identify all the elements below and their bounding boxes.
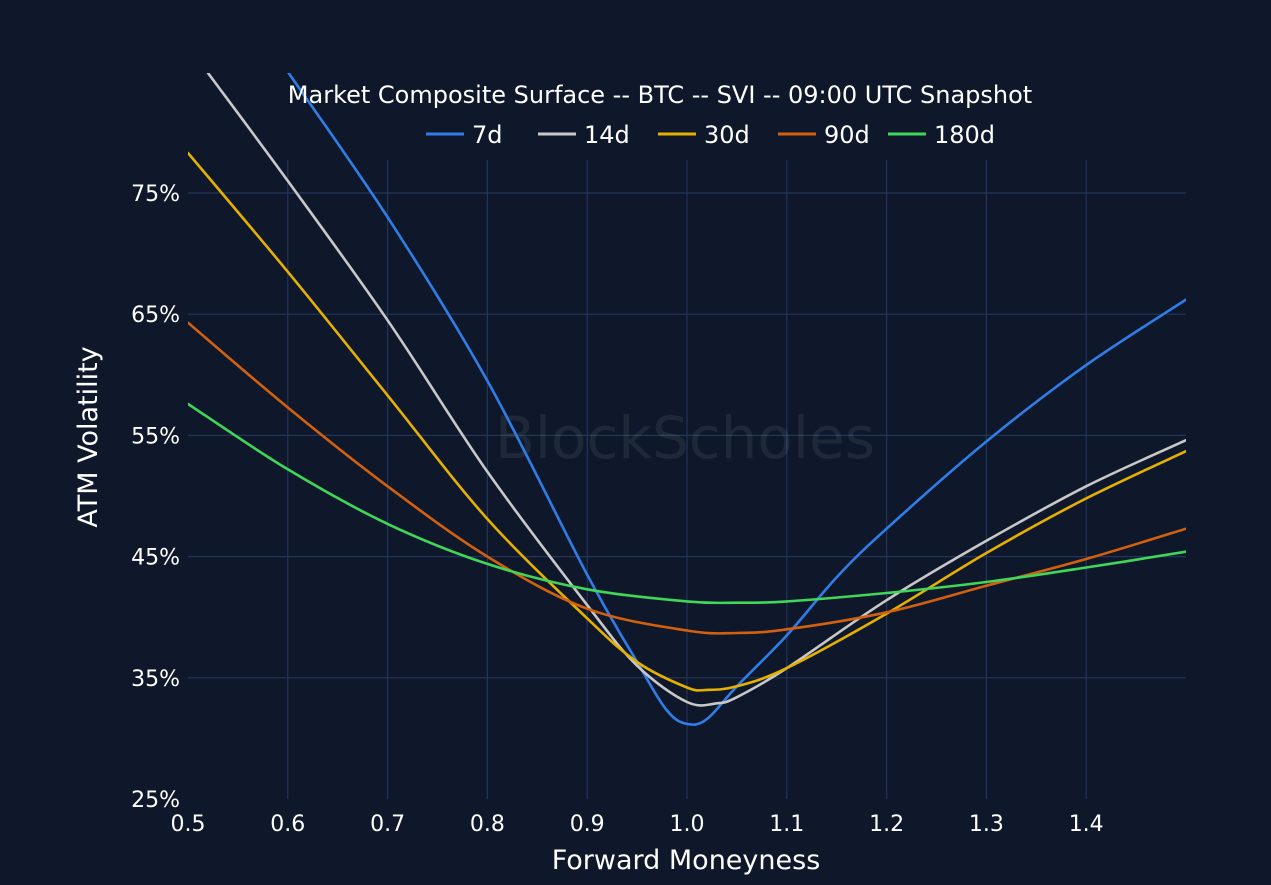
y-tick-label: 55% (131, 424, 180, 449)
x-tick-label: 0.8 (470, 812, 505, 837)
x-tick-label: 0.9 (570, 812, 605, 837)
y-tick-label: 65% (131, 303, 180, 328)
x-tick-label: 1.0 (670, 812, 705, 837)
series-line-30d (188, 151, 1186, 692)
series-lines (188, 73, 1186, 726)
y-tick-label: 45% (131, 546, 180, 571)
chart-title: Market Composite Surface -- BTC -- SVI -… (288, 81, 1032, 109)
x-axis-ticks: 0.5 0.6 0.7 0.8 0.9 1.0 1.1 1.2 1.3 1.4 (171, 812, 1104, 837)
x-tick-label: 0.6 (270, 812, 305, 837)
legend-label-90d: 90d (824, 121, 870, 149)
grid (188, 160, 1186, 799)
y-axis-ticks: 25% 35% 45% 55% 65% 75% (131, 182, 180, 813)
y-tick-label: 35% (131, 667, 180, 692)
watermark: BlockScholes (495, 404, 875, 472)
series-line-14d (206, 73, 1186, 707)
x-tick-label: 1.1 (769, 812, 804, 837)
x-tick-label: 1.3 (969, 812, 1004, 837)
series-line-7d (287, 73, 1186, 726)
legend-label-180d: 180d (934, 121, 995, 149)
legend-label-30d: 30d (704, 121, 750, 149)
x-tick-label: 0.5 (171, 812, 206, 837)
x-tick-label: 1.4 (1069, 812, 1104, 837)
series-line-180d (188, 402, 1186, 605)
x-tick-label: 1.2 (869, 812, 904, 837)
y-tick-label: 75% (131, 182, 180, 207)
x-axis-title: Forward Moneyness (552, 845, 821, 876)
series-line-90d (188, 321, 1186, 635)
y-tick-label: 25% (131, 788, 180, 813)
x-tick-label: 0.7 (370, 812, 405, 837)
legend-label-7d: 7d (472, 121, 503, 149)
y-axis-title: ATM Volatility (73, 346, 104, 527)
legend: 7d 14d 30d 90d 180d (426, 121, 995, 149)
legend-label-14d: 14d (584, 121, 630, 149)
